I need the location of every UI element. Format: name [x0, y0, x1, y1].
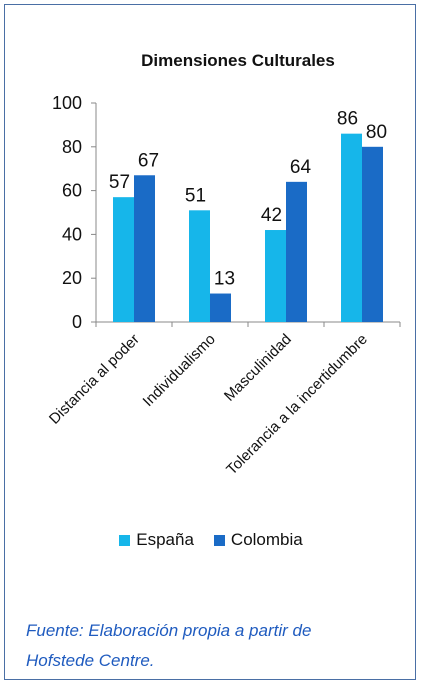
data-label-espana: 51 — [185, 185, 206, 206]
data-label-espana: 57 — [109, 172, 130, 193]
bars — [113, 133, 383, 322]
legend: España Colombia — [0, 530, 422, 550]
legend-swatch-espana — [119, 534, 131, 546]
source-line-2: Hofstede Centre. — [26, 651, 155, 670]
bar-colombia — [286, 181, 307, 322]
legend-swatch-colombia — [213, 534, 225, 546]
chart-title: Dimensiones Culturales — [141, 51, 335, 70]
category-label: Tolerancia a la incertidumbre — [223, 331, 371, 479]
y-tick-label: 0 — [72, 312, 82, 332]
legend-label-colombia: Colombia — [230, 530, 303, 549]
bar-espana — [265, 230, 286, 322]
data-label-colombia: 80 — [366, 122, 387, 143]
bar-colombia — [362, 146, 383, 322]
source-line-1: Fuente: Elaboración propia a partir de — [26, 621, 312, 640]
bar-espana — [113, 197, 134, 322]
data-label-colombia: 67 — [138, 150, 159, 171]
data-label-colombia: 13 — [214, 269, 235, 290]
category-label: Distancia al poder — [46, 331, 143, 428]
category-label: Individualismo — [140, 331, 219, 410]
y-tick-label: 60 — [62, 181, 82, 201]
bar-espana — [189, 210, 210, 322]
bar-colombia — [210, 293, 231, 322]
data-label-espana: 42 — [261, 205, 282, 226]
y-tick-label: 80 — [62, 137, 82, 157]
y-tick-label: 20 — [62, 268, 82, 288]
category-label: Masculinidad — [221, 331, 295, 405]
data-label-colombia: 64 — [290, 157, 312, 178]
legend-item-colombia: Colombia — [213, 530, 303, 550]
legend-item-espana: España — [119, 530, 194, 550]
chart-frame — [4, 4, 416, 680]
bar-espana — [341, 133, 362, 322]
y-tick-label: 40 — [62, 224, 82, 244]
source-note: Fuente: Elaboración propia a partir de H… — [26, 616, 406, 676]
legend-label-espana: España — [136, 530, 194, 549]
data-labels: 57 67 51 13 42 64 86 80 — [109, 109, 387, 290]
bar-colombia — [134, 175, 155, 322]
data-label-espana: 86 — [337, 109, 358, 130]
y-tick-label: 100 — [52, 93, 82, 113]
